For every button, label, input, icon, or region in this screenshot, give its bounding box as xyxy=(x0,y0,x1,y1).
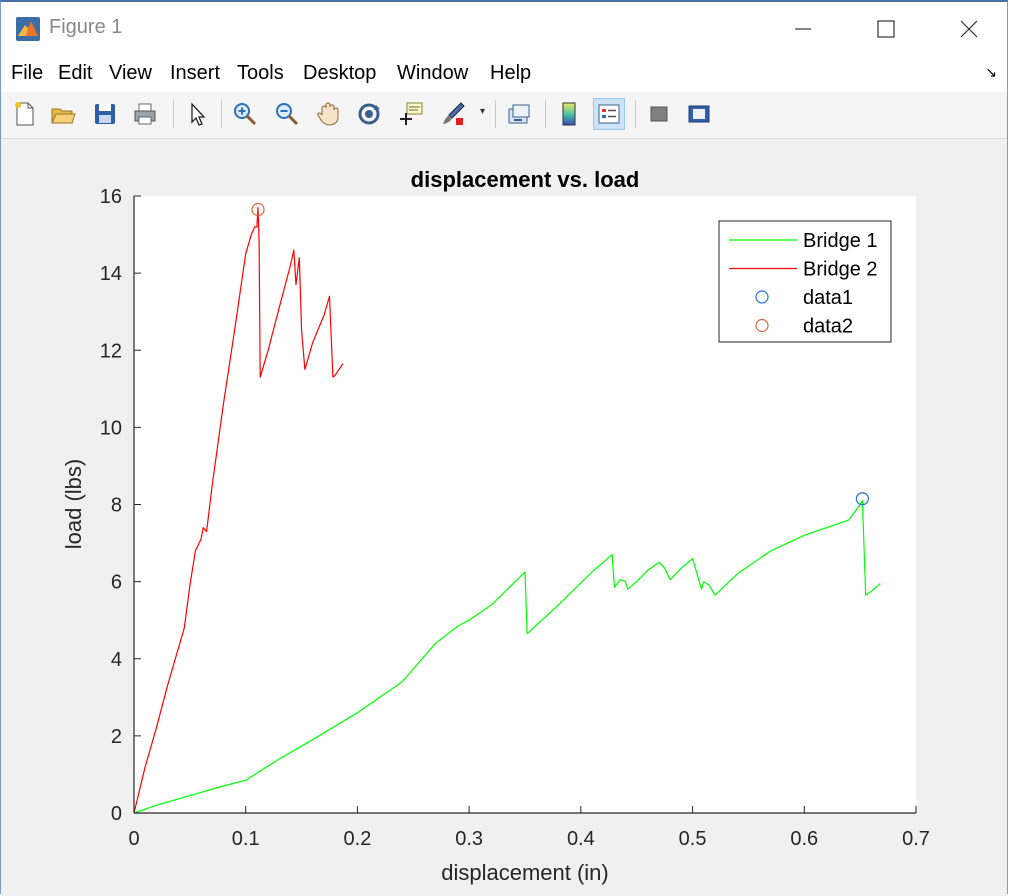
menu-edit[interactable]: Edit xyxy=(58,62,93,84)
toolbar-separator xyxy=(635,100,636,128)
minimize-button[interactable] xyxy=(773,10,833,48)
toolbar-separator xyxy=(495,100,496,128)
x-tick-label: 0.4 xyxy=(567,828,595,850)
y-tick-label: 6 xyxy=(111,572,122,594)
x-tick-label: 0.6 xyxy=(790,828,818,850)
brush-button[interactable] xyxy=(437,98,469,130)
y-tick-label: 14 xyxy=(100,263,122,285)
y-axis-label: load (lbs) xyxy=(61,459,86,549)
menu-insert[interactable]: Insert xyxy=(170,62,221,84)
menu-desktop[interactable]: Desktop xyxy=(303,62,377,84)
open-file-icon xyxy=(51,108,76,124)
y-tick-label: 0 xyxy=(111,803,122,825)
colorbar-icon xyxy=(562,102,576,126)
rotate-3d-button[interactable] xyxy=(353,98,385,130)
y-tick-label: 12 xyxy=(100,340,122,362)
window-title: Figure 1 xyxy=(49,16,123,38)
print-icon xyxy=(134,103,156,125)
new-figure-button[interactable] xyxy=(9,98,41,130)
chart-svg: 0 0.1 0.2 0.3 0.4 0.5 0.6 0.7 0 2 4 6 8 10 12 14 16 disp… xyxy=(61,167,930,885)
x-axis-label: displacement (in) xyxy=(441,860,609,885)
print-button[interactable] xyxy=(129,98,161,130)
close-button[interactable] xyxy=(939,10,999,48)
dock-arrow-icon[interactable]: ↘ xyxy=(985,64,997,80)
title-bar: Figure 1 xyxy=(1,2,1007,54)
brush-icon xyxy=(443,102,465,125)
zoom-out-icon xyxy=(276,103,299,126)
y-tick-label: 2 xyxy=(111,726,122,748)
pan-icon xyxy=(317,102,339,126)
legend-button[interactable] xyxy=(593,98,625,130)
maximize-button[interactable] xyxy=(856,10,916,48)
zoom-in-icon xyxy=(234,103,257,126)
zoom-in-button[interactable] xyxy=(229,98,261,130)
legend-marker xyxy=(755,290,769,304)
menu-help[interactable]: Help xyxy=(490,62,532,84)
toolbar-separator xyxy=(221,100,222,128)
colorbar-button[interactable] xyxy=(553,98,585,130)
menu-view[interactable]: View xyxy=(109,62,152,84)
save-icon xyxy=(95,104,115,124)
x-tick-label: 0.7 xyxy=(902,828,930,850)
close-icon xyxy=(960,20,978,38)
chart-title: displacement vs. load xyxy=(411,167,640,192)
menu-file[interactable]: File xyxy=(11,62,44,84)
y-tick-label: 10 xyxy=(100,417,122,439)
legend-label: Bridge 2 xyxy=(803,259,878,281)
legend-label: data1 xyxy=(803,287,853,309)
link-plot-icon xyxy=(508,104,530,124)
legend-marker xyxy=(755,318,769,333)
show-plot-tools-icon xyxy=(688,105,710,123)
axis-ticks: 0 0.1 0.2 0.3 0.4 0.5 0.6 0.7 0 2 4 6 8 10 12 14 16 xyxy=(100,186,930,850)
pointer-icon xyxy=(191,102,206,126)
y-tick-label: 8 xyxy=(111,495,122,517)
series-line-bridge-1 xyxy=(133,500,881,814)
menu-bar: File Edit View Insert Tools Desktop Wind… xyxy=(1,54,1007,92)
x-tick-label: 0.1 xyxy=(232,828,260,850)
legend-label: Bridge 1 xyxy=(803,230,878,252)
hide-plot-tools-icon xyxy=(650,106,668,122)
legend-icon xyxy=(598,104,620,124)
data-cursor-icon xyxy=(400,102,423,125)
figure-toolbar: ▾ xyxy=(1,92,1007,139)
x-tick-label: 0.3 xyxy=(455,828,483,850)
y-tick-label: 16 xyxy=(100,186,122,208)
save-button[interactable] xyxy=(89,98,121,130)
menu-window[interactable]: Window xyxy=(397,62,469,84)
matlab-icon xyxy=(16,17,40,41)
new-figure-icon xyxy=(15,102,34,126)
pointer-button[interactable] xyxy=(181,98,213,130)
hide-plot-tools-button[interactable] xyxy=(643,98,675,130)
legend-box xyxy=(718,220,892,343)
maximize-icon xyxy=(877,20,895,38)
rotate-3d-icon xyxy=(358,103,380,125)
axes-frame xyxy=(133,196,916,814)
open-file-button[interactable] xyxy=(47,98,79,130)
zoom-out-button[interactable] xyxy=(271,98,303,130)
menu-tools[interactable]: Tools xyxy=(237,62,284,84)
marker-data2 xyxy=(251,202,265,217)
minimize-icon xyxy=(795,28,811,30)
brush-dropdown-icon[interactable]: ▾ xyxy=(480,106,486,117)
toolbar-separator xyxy=(545,100,546,128)
x-tick-label: 0.2 xyxy=(344,828,372,850)
x-tick-label: 0.5 xyxy=(679,828,707,850)
series-lines xyxy=(133,202,881,814)
link-plot-button[interactable] xyxy=(503,98,535,130)
legend-label: data2 xyxy=(803,316,853,338)
marker-data1 xyxy=(855,492,869,506)
pan-button[interactable] xyxy=(312,98,344,130)
toolbar-separator xyxy=(173,100,174,128)
data-cursor-button[interactable] xyxy=(395,98,427,130)
show-plot-tools-button[interactable] xyxy=(683,98,715,130)
legend[interactable]: Bridge 1 Bridge 2 data1 data2 xyxy=(718,220,892,343)
series-line-bridge-2 xyxy=(133,207,344,814)
y-tick-label: 4 xyxy=(111,649,122,671)
x-tick-label: 0 xyxy=(128,828,139,850)
